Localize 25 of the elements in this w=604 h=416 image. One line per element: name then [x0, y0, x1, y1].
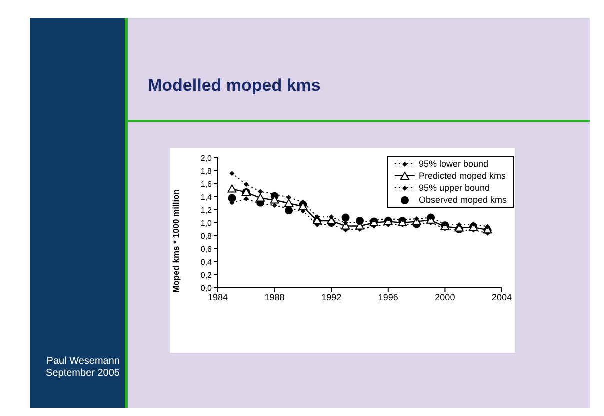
x-tick-label: 2000 — [435, 292, 456, 302]
y-tick-label: 0,8 — [200, 232, 213, 241]
y-tick-label: 0,6 — [200, 244, 213, 254]
y-tick-label: 1,0 — [200, 218, 213, 228]
text: Paul Wesemann — [46, 356, 120, 368]
legend-label: 95% upper bound — [418, 182, 490, 194]
y-tick-label: 0,0 — [200, 284, 213, 293]
x-tick-label: 2004 — [492, 292, 512, 302]
x-tick-label: 1992 — [322, 292, 342, 302]
y-tick-label: 1,2 — [200, 206, 213, 215]
legend-label: 95% lower bound — [418, 158, 489, 170]
x-tick-label: 1988 — [264, 292, 285, 302]
y-tick-label: 2,0 — [200, 154, 213, 163]
y-tick-label: 1,8 — [200, 166, 213, 176]
y-axis-title: Moped kms * 1000 million — [171, 190, 182, 293]
x-tick-label: 1984 — [208, 292, 228, 302]
y-tick-label: 0,2 — [200, 270, 213, 280]
x-tick-label: 1996 — [378, 292, 398, 302]
y-tick-label: 1,4 — [200, 192, 213, 202]
chart-title: Modelled moped kms — [148, 76, 321, 96]
y-tick-label: 0,4 — [200, 258, 213, 267]
legend-label: Observed moped kms — [418, 194, 507, 206]
y-tick-label: 1,6 — [200, 180, 213, 189]
text: September 2005 — [45, 368, 120, 380]
legend-label: Predicted moped kms — [418, 170, 506, 182]
